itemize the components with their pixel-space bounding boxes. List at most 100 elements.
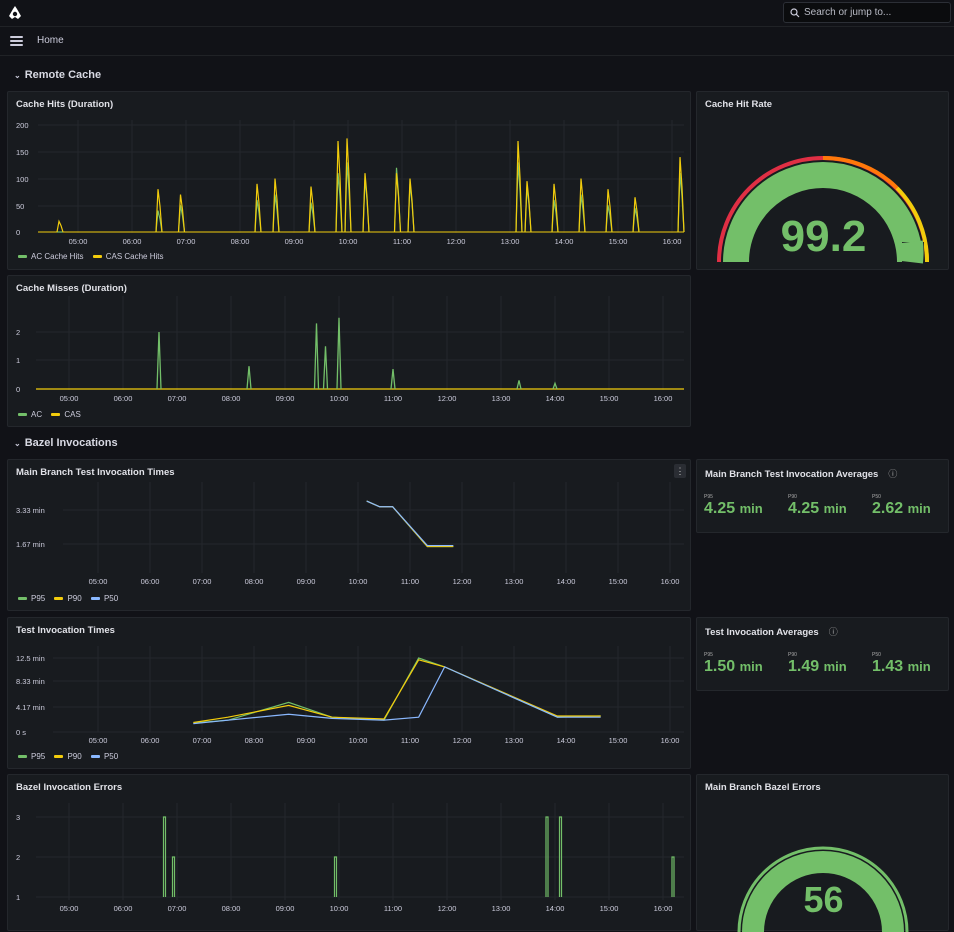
legend-item[interactable]: CAS Cache Hits bbox=[92, 252, 164, 261]
y-tick-label: 0 s bbox=[16, 728, 26, 737]
data-spike bbox=[246, 366, 252, 390]
x-tick-label: 07:00 bbox=[193, 577, 212, 586]
x-tick-label: 08:00 bbox=[245, 736, 264, 745]
x-tick-label: 06:00 bbox=[114, 904, 133, 913]
x-tick-label: 06:00 bbox=[141, 736, 160, 745]
data-spike bbox=[335, 141, 343, 233]
y-tick-label: 2 bbox=[16, 328, 20, 337]
x-tick-label: 07:00 bbox=[168, 904, 187, 913]
y-tick-label: 50 bbox=[16, 202, 24, 211]
search-box[interactable]: Search or jump to... bbox=[783, 2, 951, 23]
legend-item[interactable]: P95 bbox=[18, 752, 45, 761]
x-tick-label: 15:00 bbox=[600, 904, 619, 913]
data-spike bbox=[254, 183, 262, 233]
panel-main-test-times[interactable]: Main Branch Test Invocation Times ⋮ 3.33… bbox=[7, 459, 691, 611]
legend-item[interactable]: P95 bbox=[18, 594, 45, 603]
gauge-threshold-yellow bbox=[895, 186, 930, 263]
nav-bar: Home bbox=[0, 27, 954, 56]
panel-main-bazel-errors[interactable]: Main Branch Bazel Errors 56 bbox=[696, 774, 949, 932]
legend-item[interactable]: P90 bbox=[54, 752, 82, 761]
row-title: Remote Cache bbox=[24, 69, 102, 81]
x-tick-label: 11:00 bbox=[384, 394, 402, 403]
panel-cache-hit-rate[interactable]: Cache Hit Rate 99.2 bbox=[696, 91, 949, 270]
chevron-down-icon: ⌄ bbox=[14, 71, 21, 80]
legend: AC CAS bbox=[18, 410, 88, 419]
gauge-fill bbox=[723, 162, 923, 263]
cache-hit-rate-gauge bbox=[717, 155, 930, 264]
data-spike bbox=[516, 380, 522, 390]
x-tick-label: 16:00 bbox=[661, 577, 680, 586]
info-icon[interactable]: ⓘ bbox=[888, 469, 898, 479]
x-tick-label: 08:00 bbox=[245, 577, 264, 586]
x-tick-label: 06:00 bbox=[141, 577, 160, 586]
cache-hits-chart: 200 150 100 50 0 05:00 06:00 07:00 08:00 09:00 10:… bbox=[16, 120, 685, 246]
data-spike bbox=[551, 183, 559, 233]
legend-item[interactable]: AC Cache Hits bbox=[18, 252, 83, 261]
y-tick-label: 2 bbox=[16, 853, 20, 862]
data-spike bbox=[322, 346, 329, 390]
x-tick-label: 09:00 bbox=[297, 577, 316, 586]
x-tick-label: 05:00 bbox=[60, 394, 79, 403]
legend-item[interactable]: CAS bbox=[51, 410, 81, 419]
panel-title: Cache Misses (Duration) bbox=[16, 283, 127, 294]
search-placeholder: Search or jump to... bbox=[804, 7, 892, 18]
data-spike bbox=[155, 189, 163, 233]
x-tick-label: 10:00 bbox=[330, 904, 349, 913]
panel-main-test-averages[interactable]: Main Branch Test Invocation Averages ⓘ P9… bbox=[696, 459, 949, 533]
row-remote-cache[interactable]: ⌄ Remote Cache bbox=[14, 69, 101, 81]
row-bazel-invocations[interactable]: ⌄ Bazel Invocations bbox=[14, 437, 118, 449]
series-line bbox=[193, 659, 601, 724]
data-bar bbox=[333, 856, 338, 897]
data-spike bbox=[677, 157, 685, 233]
y-tick-label: 0 bbox=[16, 385, 20, 394]
legend: AC Cache Hits CAS Cache Hits bbox=[18, 252, 171, 261]
legend-item[interactable]: P90 bbox=[54, 594, 82, 603]
cache-misses-chart: 2 1 0 05:00 06:00 07:00 08:00 09:00 10:00 11:00 12… bbox=[16, 296, 684, 403]
data-bar bbox=[558, 816, 563, 897]
panel-title: Cache Hits (Duration) bbox=[16, 99, 114, 110]
x-tick-label: 12:00 bbox=[438, 394, 457, 403]
panel-cache-hits[interactable]: Cache Hits (Duration) 200 150 100 50 0 05:00 0… bbox=[7, 91, 691, 270]
x-tick-label: 10:00 bbox=[330, 394, 349, 403]
gauge-value: 99.2 bbox=[780, 212, 867, 261]
gauge-threshold-orange bbox=[822, 155, 899, 190]
panel-menu-button[interactable]: ⋮ bbox=[674, 464, 686, 478]
x-tick-label: 10:00 bbox=[349, 736, 368, 745]
x-tick-label: 14:00 bbox=[546, 394, 565, 403]
info-icon[interactable]: ⓘ bbox=[828, 627, 838, 637]
x-tick-label: 12:00 bbox=[438, 904, 457, 913]
x-tick-label: 07:00 bbox=[193, 736, 212, 745]
x-tick-label: 12:00 bbox=[447, 237, 466, 246]
breadcrumb[interactable]: Home bbox=[37, 35, 64, 46]
panel-bazel-errors[interactable]: Bazel Invocation Errors 3 2 1 05:00 06:00 07:… bbox=[7, 774, 691, 931]
x-tick-label: 13:00 bbox=[492, 904, 511, 913]
data-bar bbox=[162, 816, 167, 897]
panel-title: Bazel Invocation Errors bbox=[16, 782, 123, 793]
legend-item[interactable]: AC bbox=[18, 410, 42, 419]
y-tick-label: 100 bbox=[16, 175, 29, 184]
row-title: Bazel Invocations bbox=[24, 437, 118, 449]
x-tick-label: 09:00 bbox=[276, 904, 295, 913]
gauge-threshold bbox=[737, 846, 909, 932]
x-tick-label: 14:00 bbox=[557, 736, 576, 745]
legend-item[interactable]: P50 bbox=[90, 594, 118, 603]
legend-item[interactable]: P50 bbox=[90, 752, 118, 761]
x-tick-label: 13:00 bbox=[505, 577, 524, 586]
top-bar: Search or jump to... bbox=[0, 0, 954, 27]
x-tick-label: 07:00 bbox=[177, 237, 196, 246]
panel-test-times[interactable]: Test Invocation Times 12.5 min 8.33 min 4.… bbox=[7, 617, 691, 769]
x-tick-label: 05:00 bbox=[69, 237, 88, 246]
panel-test-averages[interactable]: Test Invocation Averages ⓘ P95 1.50 min P9… bbox=[696, 617, 949, 691]
menu-icon[interactable] bbox=[10, 36, 23, 46]
data-spike bbox=[313, 323, 320, 390]
panel-cache-misses[interactable]: Cache Misses (Duration) 2 1 0 05:00 06:00 07:… bbox=[7, 275, 691, 427]
data-bar bbox=[545, 816, 549, 897]
data-spike bbox=[390, 368, 396, 390]
data-spike bbox=[407, 178, 415, 233]
x-tick-label: 13:00 bbox=[501, 237, 520, 246]
app-logo-icon[interactable] bbox=[7, 5, 23, 21]
x-tick-label: 11:00 bbox=[401, 577, 419, 586]
panel-title: Test Invocation Times bbox=[16, 625, 115, 636]
data-bar bbox=[171, 856, 176, 897]
x-tick-label: 16:00 bbox=[663, 237, 682, 246]
